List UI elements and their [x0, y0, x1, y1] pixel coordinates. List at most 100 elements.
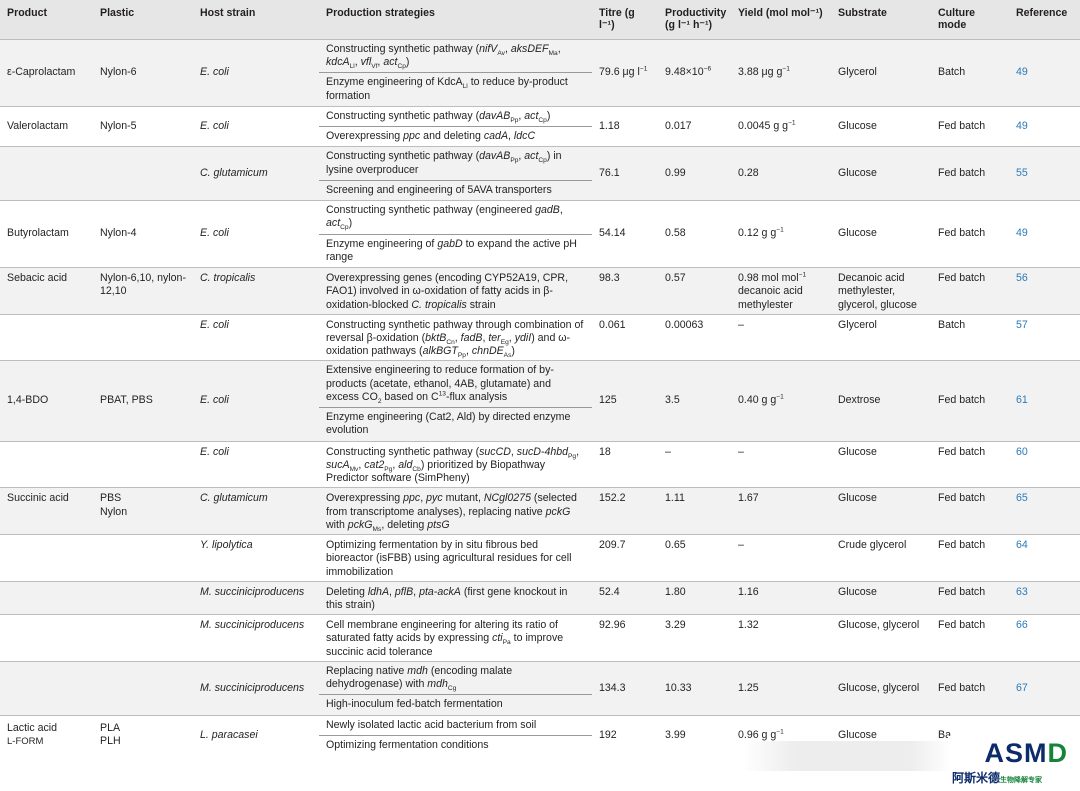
- cell-productivity: 3.99: [658, 714, 731, 756]
- cell-substrate: Glycerol: [831, 313, 931, 361]
- cell-titre: 18: [592, 440, 658, 488]
- cell-yield: 3.88 μg g−1: [731, 39, 831, 107]
- cell-substrate: Glucose: [831, 146, 931, 201]
- cell-plastic: [93, 580, 193, 615]
- cell-plastic: PBS Nylon: [93, 487, 193, 535]
- cell-strategy: Screening and engineering of 5AVA transp…: [319, 180, 592, 201]
- cell-strategy: Optimizing fermentation conditions: [326, 738, 489, 751]
- cell-strategy: High-inoculum fed-batch fermentation: [319, 694, 592, 716]
- cell-product: [0, 146, 93, 201]
- cell-productivity: 9.48×10−6: [658, 39, 731, 107]
- cell-culture: Fed batch: [931, 146, 1009, 201]
- cell-substrate: Dextrose: [831, 360, 931, 442]
- cell-substrate: Glucose, glycerol: [831, 614, 931, 662]
- cell-plastic: [93, 146, 193, 201]
- cell-culture: Fed batch: [931, 267, 1009, 315]
- cell-host: Y. lipolytica: [193, 534, 319, 582]
- reference-link[interactable]: 49: [1009, 39, 1080, 107]
- table-row: C. glutamicum Constructing synthetic pat…: [0, 146, 1080, 201]
- cell-strategy: Constructing synthetic pathway (davABPp,…: [319, 146, 592, 181]
- cell-titre: 76.1: [592, 146, 658, 201]
- reference-link[interactable]: 55: [1009, 146, 1080, 201]
- cell-substrate: Crude glycerol: [831, 534, 931, 582]
- cell-productivity: 3.5: [658, 360, 731, 442]
- cell-culture: Fed batch: [931, 580, 1009, 615]
- cell-productivity: 0.57: [658, 267, 731, 315]
- cell-product: [0, 660, 93, 716]
- cell-titre: 125: [592, 360, 658, 442]
- cell-host: E. coli: [193, 440, 319, 488]
- cell-product: Lactic acid L-FORM: [0, 714, 93, 756]
- cell-culture: Fed batch: [931, 614, 1009, 662]
- cell-product: Sebacic acid: [0, 267, 93, 315]
- asmd-logo: ASMD: [984, 738, 1068, 768]
- cell-culture: Fed batch: [931, 360, 1009, 442]
- header-yield: Yield (mol mol⁻¹): [731, 0, 831, 40]
- table-row: Butyrolactam Nylon-4 E. coli Constructin…: [0, 200, 1080, 268]
- table-row: Enzyme engineering of KdcALl to reduce b…: [0, 72, 1080, 107]
- cell-yield: 0.98 mol mol−1 decanoic acid methylester: [731, 267, 831, 315]
- cell-titre: 192: [592, 714, 658, 756]
- cell-strategy: Extensive engineering to reduce formatio…: [319, 360, 592, 409]
- cell-yield: 1.67: [731, 487, 831, 535]
- asmd-chinese-name: 阿斯米德生物降解专家: [952, 769, 1042, 786]
- cell-product: Valerolactam: [0, 105, 93, 147]
- cell-titre: 209.7: [592, 534, 658, 582]
- cell-substrate: Glucose: [831, 200, 931, 268]
- header-row: Product Plastic Host strain Production s…: [0, 0, 1080, 40]
- table-row: Optimizing fermentation conditions: [0, 735, 1080, 755]
- table-row: M. succiniciproducens Replacing native m…: [0, 660, 1080, 716]
- cell-strategy: Enzyme engineering of gabD to expand the…: [326, 237, 577, 263]
- table-row: Valerolactam Nylon-5 E. coli Constructin…: [0, 105, 1080, 147]
- cell-titre: 52.4: [592, 580, 658, 615]
- cell-host: E. coli: [193, 105, 319, 147]
- cell-product: Succinic acid: [0, 487, 93, 535]
- header-substrate: Substrate: [831, 0, 931, 40]
- reference-link[interactable]: 61: [1009, 360, 1080, 442]
- cell-yield: 0.40 g g−1: [731, 360, 831, 442]
- cell-substrate: Glycerol: [831, 39, 931, 107]
- cell-substrate: Decanoic acid methylester, glycerol, glu…: [831, 267, 931, 315]
- reference-link[interactable]: 66: [1009, 614, 1080, 662]
- table-row: Y. lipolytica Optimizing fermentation by…: [0, 534, 1080, 582]
- cell-product: 1,4-BDO: [0, 360, 93, 442]
- reference-link[interactable]: 49: [1009, 200, 1080, 268]
- reference-link[interactable]: 49: [1009, 105, 1080, 147]
- table-row: Overexpressing ppc and deleting cadA, ld…: [0, 127, 1080, 147]
- reference-link[interactable]: 56: [1009, 267, 1080, 315]
- strategy-text: Constructing synthetic pathway (nifVAv, …: [326, 43, 561, 71]
- cell-plastic: [93, 313, 193, 361]
- table-row: 1,4-BDO PBAT, PBS E. coli Extensive engi…: [0, 360, 1080, 442]
- data-table: Product Plastic Host strain Production s…: [0, 0, 1080, 756]
- cell-yield: 1.32: [731, 614, 831, 662]
- header-host: Host strain: [193, 0, 319, 40]
- cell-yield: –: [731, 313, 831, 361]
- cell-yield: 0.0045 g g−1: [731, 105, 831, 147]
- cell-yield: 1.25: [731, 660, 831, 716]
- cell-culture: Fed batch: [931, 105, 1009, 147]
- reference-link[interactable]: 65: [1009, 487, 1080, 535]
- cell-culture: Fed batch: [931, 200, 1009, 268]
- reference-link[interactable]: 63: [1009, 580, 1080, 615]
- cell-plastic: PLA PLH: [93, 714, 193, 756]
- header-strategies: Production strategies: [319, 0, 592, 40]
- reference-link[interactable]: 60: [1009, 440, 1080, 488]
- cell-host: C. glutamicum: [193, 487, 319, 535]
- header-culture: Culture mode: [931, 0, 1009, 40]
- reference-link[interactable]: 67: [1009, 660, 1080, 716]
- table-row: M. succiniciproducens Deleting ldhA, pfl…: [0, 580, 1080, 615]
- cell-plastic: [93, 440, 193, 488]
- cell-plastic: Nylon-6,10, nylon-12,10: [93, 267, 193, 315]
- cell-titre: 92.96: [592, 614, 658, 662]
- cell-plastic: Nylon-4: [93, 200, 193, 268]
- header-productivity-line2: (g l⁻¹ h⁻¹): [665, 19, 713, 32]
- cell-titre: 152.2: [592, 487, 658, 535]
- reference-link[interactable]: 64: [1009, 534, 1080, 582]
- cell-host: E. coli: [193, 360, 319, 442]
- cell-productivity: 0.58: [658, 200, 731, 268]
- reference-link[interactable]: 57: [1009, 313, 1080, 361]
- cell-product: [0, 440, 93, 488]
- header-productivity: Productivity (g l⁻¹ h⁻¹): [658, 0, 731, 40]
- table-row: E. coli Constructing synthetic pathway t…: [0, 313, 1080, 361]
- cell-productivity: 1.80: [658, 580, 731, 615]
